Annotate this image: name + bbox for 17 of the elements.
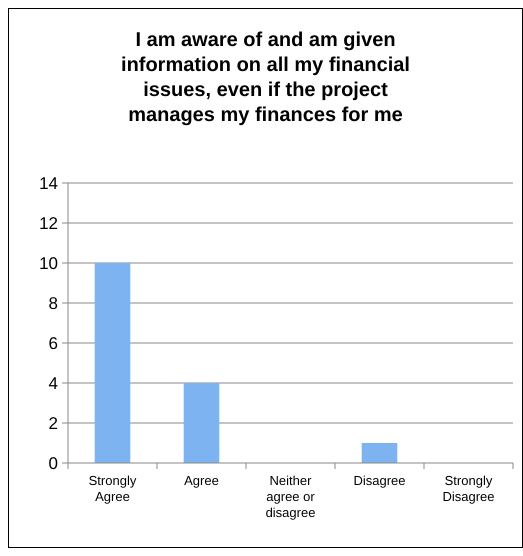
x-tick-label: Neither agree or disagree <box>266 473 316 520</box>
y-tick-label: 6 <box>48 334 58 353</box>
y-tick-label: 14 <box>39 174 58 193</box>
x-tick-label: Disagree <box>353 473 406 488</box>
y-tick-label: 8 <box>48 294 58 313</box>
bar <box>94 263 130 463</box>
chart-title: I am aware of and am given information on all my financial issues, even if the project manages my finances for me <box>121 29 410 126</box>
x-tick-label: Strongly Agree <box>88 473 137 504</box>
x-tick-label: Strongly Disagree <box>442 473 495 504</box>
bar <box>184 383 220 463</box>
y-tick-label: 2 <box>48 414 58 433</box>
x-tick-label: Agree <box>184 473 219 488</box>
y-tick-label: 4 <box>48 374 58 393</box>
bar <box>362 443 398 463</box>
y-tick-label: 10 <box>39 254 58 273</box>
y-tick-label: 12 <box>39 214 58 233</box>
y-tick-label: 0 <box>48 454 58 473</box>
